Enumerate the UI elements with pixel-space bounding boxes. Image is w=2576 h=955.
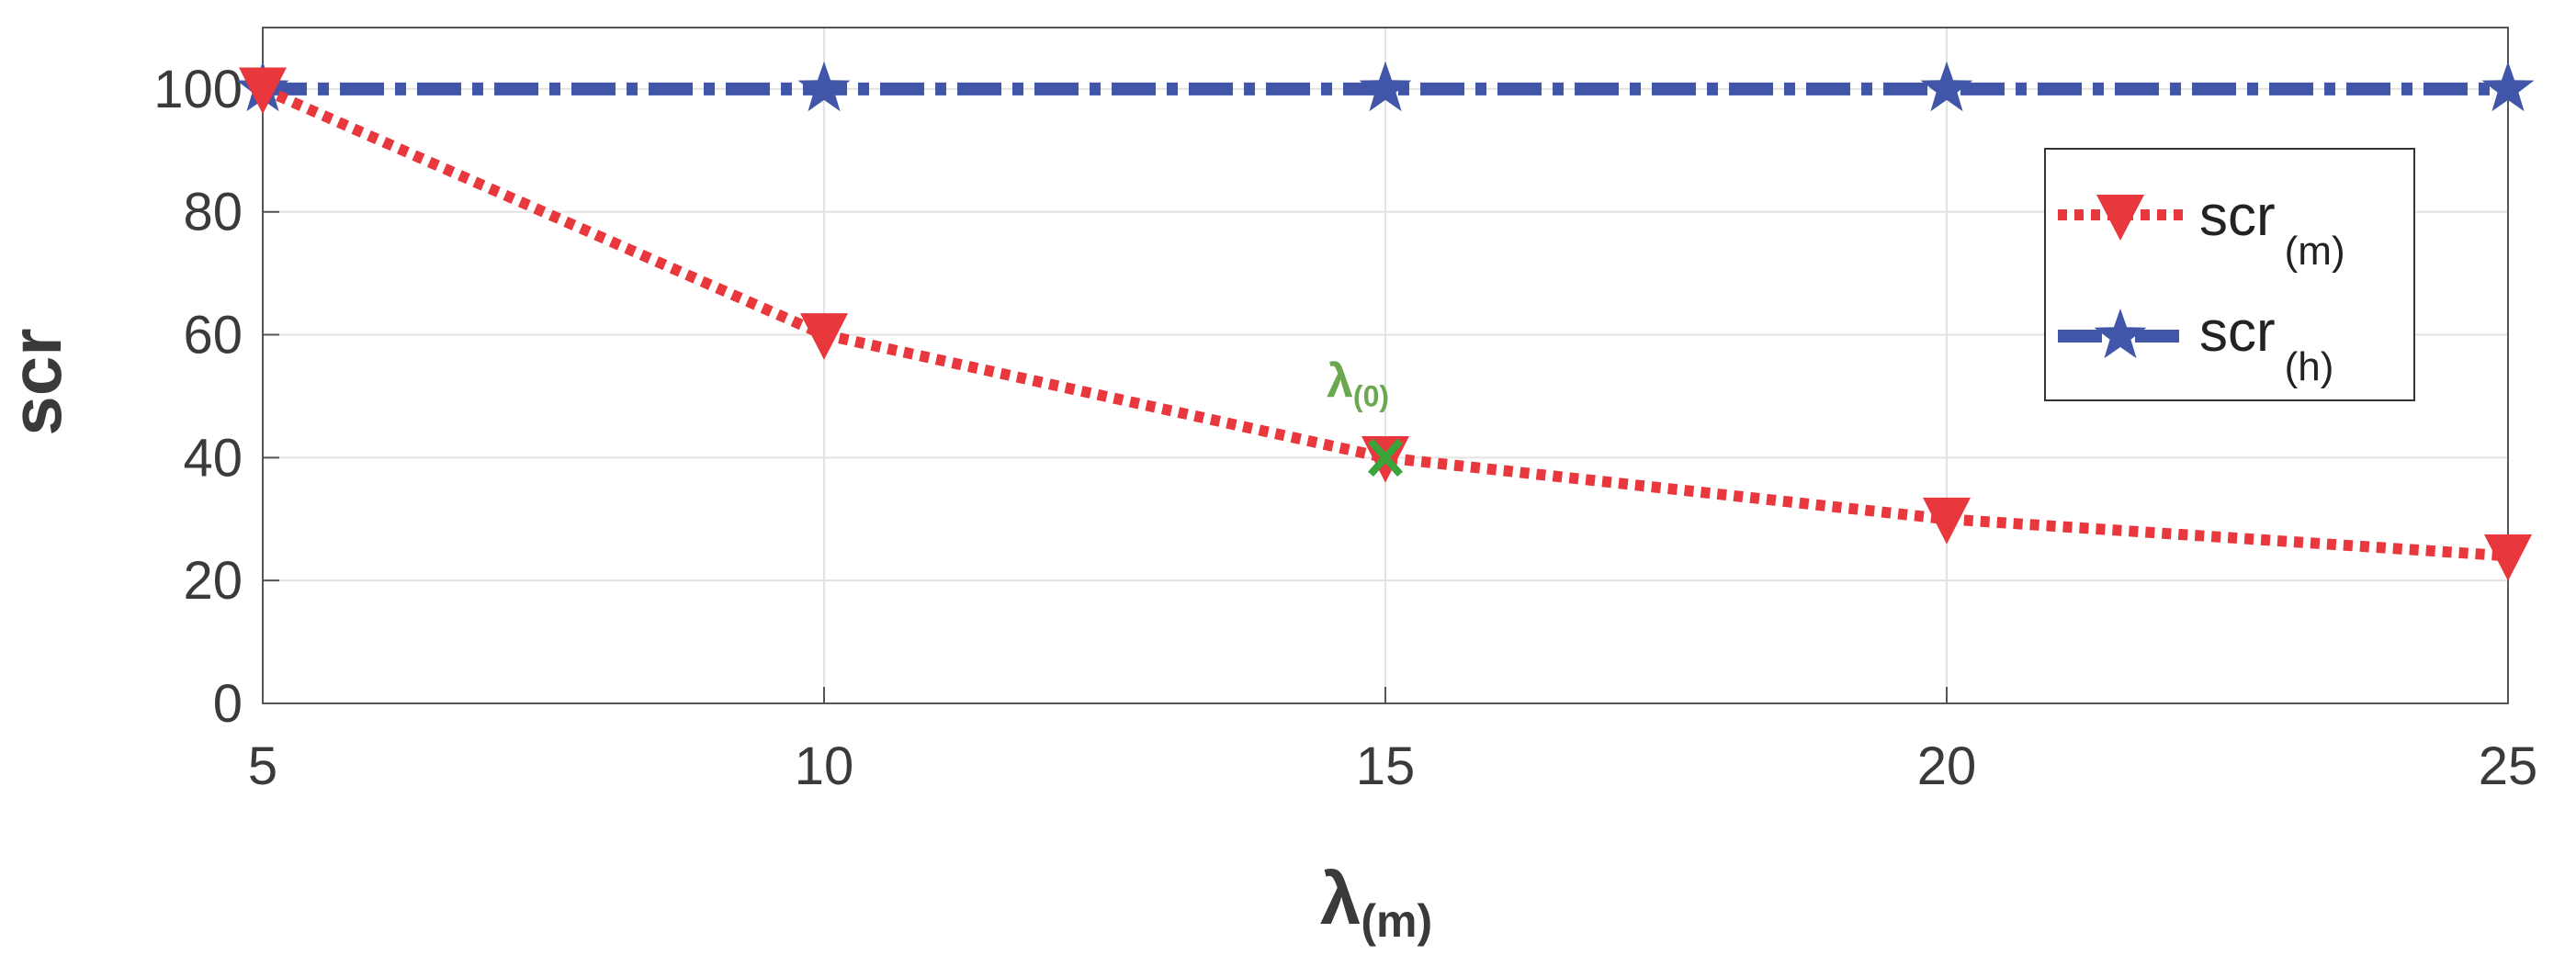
annotation-layer: λ(0) <box>1327 354 1403 478</box>
annotation-label: λ(0) <box>1327 354 1389 412</box>
annotation-marker <box>1368 438 1403 478</box>
series-line-0 <box>260 84 2509 562</box>
x-tick-label: 25 <box>2479 736 2538 796</box>
legend-label-scr-h-subscript: (h) <box>2285 344 2334 389</box>
x-axis-label: λ(m) <box>1320 858 1432 947</box>
x-tick-label: 10 <box>795 736 854 796</box>
legend-marker-scr-h <box>2094 309 2147 359</box>
y-tick-label: 0 <box>213 674 243 734</box>
y-tick-label: 20 <box>183 551 243 611</box>
x-tick-label: 5 <box>248 736 277 796</box>
series-point-0 <box>239 67 287 115</box>
series-point-1 <box>1920 61 1973 112</box>
annotation-label-text: λ <box>1327 354 1353 408</box>
y-tick-label: 60 <box>183 306 243 365</box>
svg-text:scr(h): scr(h) <box>2199 300 2333 389</box>
x-axis-label-subscript: (m) <box>1361 895 1432 947</box>
legend-entry-scr-m: scr(m) <box>2058 185 2345 274</box>
y-tick-label: 40 <box>183 428 243 488</box>
series-point-1 <box>797 61 851 112</box>
legend-box <box>2044 148 2415 401</box>
series-point-0 <box>2484 534 2532 581</box>
legend-label-scr-h: scr <box>2199 300 2276 364</box>
legend-label-scr-m-subscript: (m) <box>2285 229 2345 274</box>
y-tick-label: 100 <box>153 60 243 119</box>
y-axis-label: scr <box>0 328 76 435</box>
y-tick-label: 80 <box>183 183 243 242</box>
series-point-1 <box>2481 61 2535 112</box>
legend-entry-scr-h: scr(h) <box>2058 300 2333 389</box>
x-axis-label-text: λ <box>1320 858 1361 939</box>
y-axis-ticks: 0 20 40 60 80 100 <box>153 60 279 734</box>
y-axis-label-text: scr <box>0 328 76 435</box>
annotation-x-stroke <box>1368 438 1403 478</box>
series-point-0 <box>1923 497 1971 545</box>
x-tick-label: 20 <box>1917 736 1977 796</box>
legend-label-scr-m: scr <box>2199 185 2276 248</box>
series-point-0 <box>800 313 848 360</box>
x-axis-ticks: 5 10 15 20 25 <box>248 687 2537 796</box>
annotation-label-subscript: (0) <box>1353 379 1389 412</box>
legend-marker-scr-m <box>2096 195 2144 241</box>
svg-text:scr(m): scr(m) <box>2199 185 2345 274</box>
series-point-1 <box>1359 61 1412 112</box>
x-tick-label: 15 <box>1356 736 1416 796</box>
legend: scr(m) scr(h) <box>2044 148 2415 401</box>
